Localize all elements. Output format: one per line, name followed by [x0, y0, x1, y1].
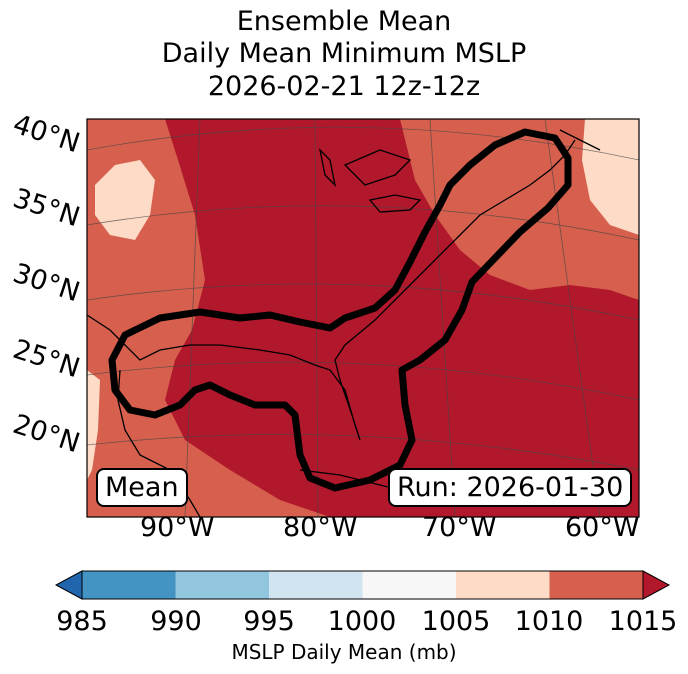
colorbar-label: MSLP Daily Mean (mb) — [231, 640, 457, 664]
field-1005-west-patch — [95, 160, 155, 240]
colorbar-tick-1015: 1015 — [608, 606, 678, 637]
lon-label-90: 90°W — [140, 512, 215, 543]
title-line-2: Daily Mean Minimum MSLP — [161, 38, 527, 69]
map-frame — [86, 118, 640, 518]
colorbar-segment — [456, 571, 550, 599]
colorbar-segment — [549, 571, 643, 599]
colorbar-tick-995: 995 — [243, 606, 295, 637]
colorbar-tick-1010: 1010 — [514, 606, 584, 637]
colorbar-segment — [362, 571, 456, 599]
colorbar-extend-high — [642, 570, 671, 600]
lon-label-60: 60°W — [565, 512, 640, 543]
field-1005-southwest-patch — [87, 370, 100, 480]
colorbar-segment — [175, 571, 269, 599]
colorbar — [54, 570, 671, 600]
title-line-3: 2026-02-21 12z-12z — [207, 71, 481, 102]
colorbar-border — [81, 570, 644, 600]
colorbar-tick-990: 990 — [150, 606, 202, 637]
colorbar-segment — [82, 571, 176, 599]
field-1010-northeast — [400, 119, 639, 300]
graticule — [87, 119, 639, 517]
contour-1015 — [108, 128, 572, 492]
mean-label-box: Mean — [96, 468, 188, 507]
colorbar-tick-1000: 1000 — [327, 606, 397, 637]
colorbar-tick-1005: 1005 — [421, 606, 491, 637]
colorbar-extend-low — [54, 570, 83, 600]
lon-label-80: 80°W — [283, 512, 358, 543]
title-line-1: Ensemble Mean — [236, 6, 452, 37]
lon-label-70: 70°W — [422, 512, 497, 543]
colorbar-segment — [269, 571, 363, 599]
run-label-box: Run: 2026-01-30 — [388, 468, 633, 507]
colorbar-tick-985: 985 — [56, 606, 108, 637]
